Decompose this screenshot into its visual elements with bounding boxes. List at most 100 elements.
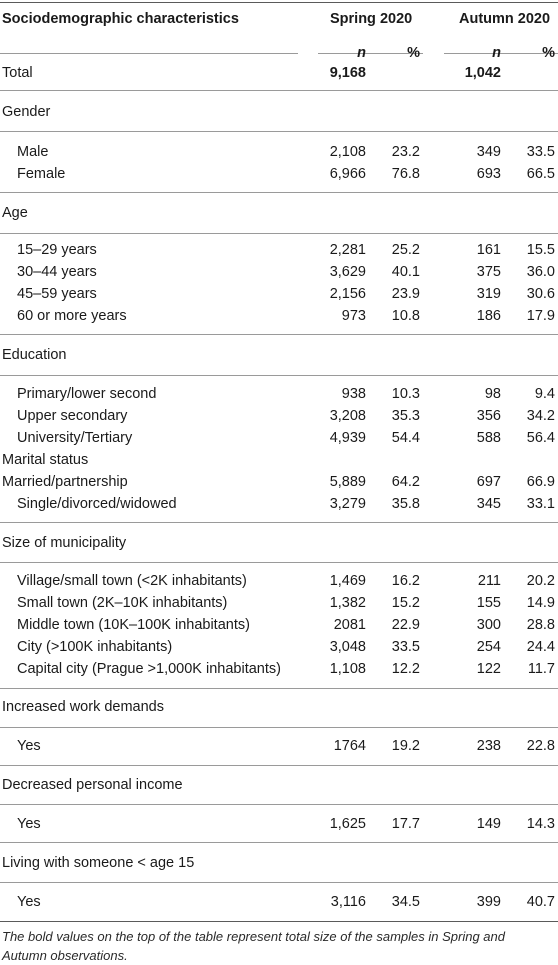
total-label: Total xyxy=(2,65,33,81)
autumn-pct: 28.8 xyxy=(526,617,555,633)
row-label: Yes xyxy=(17,738,41,754)
section-heading: Education xyxy=(0,344,558,366)
spring-n: 938 xyxy=(341,386,366,402)
autumn-n: 693 xyxy=(476,166,501,182)
table-row: Yes 3,116 34.5 399 40.7 xyxy=(0,891,558,913)
table-row: Village/small town (<2K inhabitants) 1,4… xyxy=(0,570,558,592)
autumn-n: 211 xyxy=(477,573,501,589)
spring-pct: 35.3 xyxy=(391,408,420,424)
table-row: 60 or more years 973 10.8 186 17.9 xyxy=(0,305,558,327)
table-bottom-rule xyxy=(0,921,558,922)
table-top-rule xyxy=(0,2,558,3)
autumn-n-header: n xyxy=(492,45,501,61)
section-divider xyxy=(0,90,558,91)
section-divider xyxy=(0,375,558,376)
section-divider xyxy=(0,131,558,132)
autumn-pct: 36.0 xyxy=(526,264,555,280)
spring-n: 5,889 xyxy=(329,474,366,490)
section-divider xyxy=(0,727,558,728)
row-label: Married/partnership xyxy=(2,474,128,490)
spring-pct: 23.2 xyxy=(391,144,420,160)
spring-pct-header: % xyxy=(407,45,420,61)
spring-n: 1,108 xyxy=(329,661,366,677)
spring-n: 2,156 xyxy=(329,286,366,302)
table-row: Middle town (10K–100K inhabitants) 2081 … xyxy=(0,614,558,636)
spring-pct: 12.2 xyxy=(391,661,420,677)
autumn-pct: 14.3 xyxy=(526,816,555,832)
spring-pct: 10.3 xyxy=(391,386,420,402)
spring-n: 3,629 xyxy=(329,264,366,280)
spring-n: 1,469 xyxy=(329,573,366,589)
section-divider xyxy=(0,842,558,843)
autumn-n: 155 xyxy=(476,595,501,611)
spring-header-underline xyxy=(318,53,423,54)
row-label: Female xyxy=(17,166,66,182)
autumn-pct: 30.6 xyxy=(526,286,555,302)
row-label: City (>100K inhabitants) xyxy=(17,639,173,655)
table-header-row: Sociodemographic characteristics Spring … xyxy=(0,8,558,30)
row-label: Single/divorced/widowed xyxy=(17,496,177,512)
autumn-pct: 33.5 xyxy=(526,144,555,160)
autumn-pct: 11.7 xyxy=(527,661,555,677)
autumn-pct: 33.1 xyxy=(526,496,555,512)
autumn-n: 319 xyxy=(476,286,501,302)
autumn-n: 588 xyxy=(476,430,501,446)
spring-n: 1,625 xyxy=(329,816,366,832)
section-heading: Marital status xyxy=(0,449,558,471)
row-label: University/Tertiary xyxy=(17,430,133,446)
row-label: 60 or more years xyxy=(17,308,127,324)
spring-pct: 54.4 xyxy=(391,430,420,446)
autumn-pct: 66.9 xyxy=(526,474,555,490)
table-row: Married/partnership 5,889 64.2 697 66.9 xyxy=(0,471,558,493)
autumn-n: 399 xyxy=(476,894,501,910)
section-divider xyxy=(0,522,558,523)
spring-n: 2,108 xyxy=(329,144,366,160)
marital-heading: Marital status xyxy=(2,452,89,468)
table-row: Small town (2K–10K inhabitants) 1,382 15… xyxy=(0,592,558,614)
gender-heading: Gender xyxy=(2,104,51,120)
table-row: 30–44 years 3,629 40.1 375 36.0 xyxy=(0,261,558,283)
column-title: Sociodemographic characteristics xyxy=(2,11,239,27)
row-label: Primary/lower second xyxy=(17,386,157,402)
subheader-row: n % n % xyxy=(0,42,558,64)
autumn-header: Autumn 2020 xyxy=(459,11,551,27)
section-divider xyxy=(0,334,558,335)
spring-n: 3,048 xyxy=(329,639,366,655)
spring-pct: 35.8 xyxy=(391,496,420,512)
table-row: Female 6,966 76.8 693 66.5 xyxy=(0,163,558,185)
spring-pct: 15.2 xyxy=(391,595,420,611)
section-heading: Living with someone < age 15 xyxy=(0,852,558,874)
autumn-n: 300 xyxy=(476,617,501,633)
autumn-pct: 56.4 xyxy=(526,430,555,446)
section-heading: Gender xyxy=(0,101,558,123)
autumn-n: 349 xyxy=(476,144,501,160)
autumn-n: 149 xyxy=(476,816,501,832)
spring-n: 973 xyxy=(341,308,366,324)
income-heading: Decreased personal income xyxy=(2,777,183,793)
spring-n: 1764 xyxy=(333,738,366,754)
table-row: City (>100K inhabitants) 3,048 33.5 254 … xyxy=(0,636,558,658)
spring-pct: 34.5 xyxy=(391,894,420,910)
spring-n: 4,939 xyxy=(329,430,366,446)
row-label: 15–29 years xyxy=(17,242,97,258)
section-divider xyxy=(0,562,558,563)
spring-header: Spring 2020 xyxy=(330,11,413,27)
autumn-n: 375 xyxy=(476,264,501,280)
spring-pct: 23.9 xyxy=(391,286,420,302)
spring-pct: 22.9 xyxy=(391,617,420,633)
autumn-n: 161 xyxy=(476,242,501,258)
spring-n: 2,281 xyxy=(329,242,366,258)
work-demands-heading: Increased work demands xyxy=(2,699,164,715)
spring-pct: 64.2 xyxy=(391,474,420,490)
spring-pct: 16.2 xyxy=(391,573,420,589)
table-row: 15–29 years 2,281 25.2 161 15.5 xyxy=(0,239,558,261)
table-row: Upper secondary 3,208 35.3 356 34.2 xyxy=(0,405,558,427)
total-row: Total 9,168 1,042 xyxy=(0,62,558,84)
autumn-n: 697 xyxy=(476,474,501,490)
table-row: 45–59 years 2,156 23.9 319 30.6 xyxy=(0,283,558,305)
autumn-pct: 14.9 xyxy=(526,595,555,611)
row-label: Upper secondary xyxy=(17,408,128,424)
autumn-pct: 24.4 xyxy=(526,639,555,655)
spring-pct: 17.7 xyxy=(391,816,420,832)
autumn-n: 254 xyxy=(476,639,501,655)
